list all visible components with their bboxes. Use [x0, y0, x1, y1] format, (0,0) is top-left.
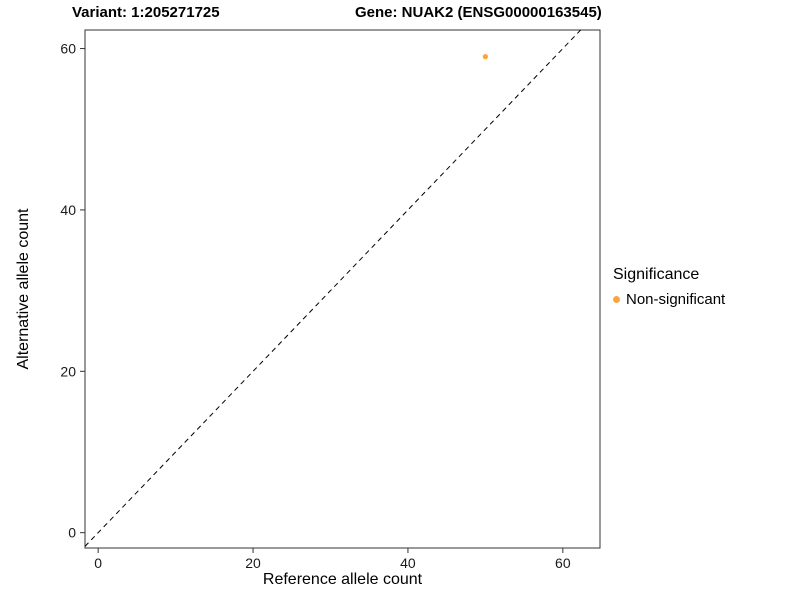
x-axis-label: Reference allele count — [262, 571, 423, 588]
x-tick-label: 20 — [245, 555, 261, 571]
y-tick-label: 0 — [68, 525, 76, 541]
legend-title: Significance — [613, 266, 700, 283]
panel-border — [84, 29, 601, 549]
identity-line — [84, 29, 581, 547]
y-tick-label: 40 — [60, 202, 76, 218]
data-point — [482, 54, 488, 60]
variant-title: Variant: 1:205271725 — [72, 4, 220, 21]
gene-title: Gene: NUAK2 (ENSG00000163545) — [355, 4, 602, 21]
x-tick-label: 40 — [400, 555, 416, 571]
y-tick-label: 60 — [60, 41, 76, 57]
y-tick-label: 20 — [60, 363, 76, 379]
x-tick-label: 60 — [555, 555, 571, 571]
legend-entry-label: Non-significant — [626, 291, 726, 308]
legend: Significance Non-significant — [613, 266, 725, 308]
legend-entry: Non-significant — [613, 291, 725, 308]
x-tick-label: 0 — [94, 555, 102, 571]
legend-point-icon — [613, 296, 620, 303]
